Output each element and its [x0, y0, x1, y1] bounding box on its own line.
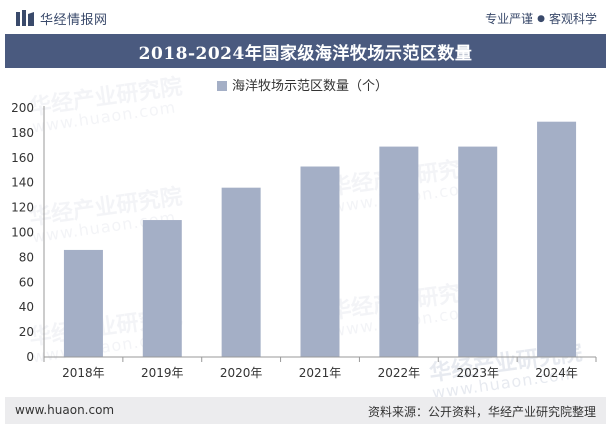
- brand-logo-icon: [16, 10, 34, 26]
- legend: 海洋牧场示范区数量（个）: [217, 79, 388, 94]
- bar: [537, 121, 577, 357]
- footer-url[interactable]: www.huaon.com: [15, 403, 115, 417]
- legend-label: 海洋牧场示范区数量（个）: [232, 79, 388, 94]
- x-tick-label: 2022年: [378, 366, 421, 380]
- footer: www.huaon.com 资料来源：公开资料，华经产业研究院整理: [5, 397, 606, 424]
- tagline-separator: ●: [537, 13, 545, 24]
- y-tick-label: 80: [19, 250, 34, 264]
- y-tick-label: 140: [11, 176, 34, 190]
- x-tick-label: 2019年: [141, 366, 184, 380]
- y-tick-label: 200: [11, 101, 34, 115]
- bar: [142, 220, 182, 357]
- bar: [63, 249, 103, 357]
- y-tick-label: 20: [19, 325, 34, 339]
- top-bar: 华经情报网 专业严谨 ● 客观科学: [0, 0, 611, 34]
- x-tick-label: 2021年: [299, 366, 342, 380]
- bar: [379, 146, 419, 357]
- tagline: 专业严谨 ● 客观科学: [485, 10, 597, 27]
- y-tick-label: 0: [26, 350, 34, 364]
- y-tick-label: 160: [11, 151, 34, 165]
- bar: [300, 166, 340, 357]
- brand[interactable]: 华经情报网: [16, 9, 108, 28]
- x-tick-label: 2023年: [456, 366, 499, 380]
- tagline-left: 专业严谨: [485, 12, 534, 26]
- bar-chart: 海洋牧场示范区数量（个） 0 20 40 60 80 100 120 140 160 180 200 2…: [11, 79, 597, 380]
- y-tick-label: 180: [11, 126, 34, 140]
- x-tick-label: 2018年: [62, 366, 105, 380]
- chart-title: 2018-2024年国家级海洋牧场示范区数量: [138, 43, 473, 64]
- y-tick-label: 60: [19, 275, 34, 289]
- y-tick-label: 40: [19, 300, 34, 314]
- legend-swatch: [217, 81, 227, 91]
- y-tick-label: 120: [11, 201, 34, 215]
- x-tick-label: 2024年: [535, 366, 578, 380]
- footer-source: 资料来源：公开资料，华经产业研究院整理: [367, 405, 596, 419]
- bar: [221, 187, 261, 357]
- title-bar: 2018-2024年国家级海洋牧场示范区数量: [5, 34, 606, 68]
- tagline-right: 客观科学: [548, 12, 597, 26]
- y-tick-label: 100: [11, 226, 34, 240]
- brand-name: 华经情报网: [40, 12, 108, 28]
- bar: [458, 146, 498, 357]
- x-tick-label: 2020年: [220, 366, 263, 380]
